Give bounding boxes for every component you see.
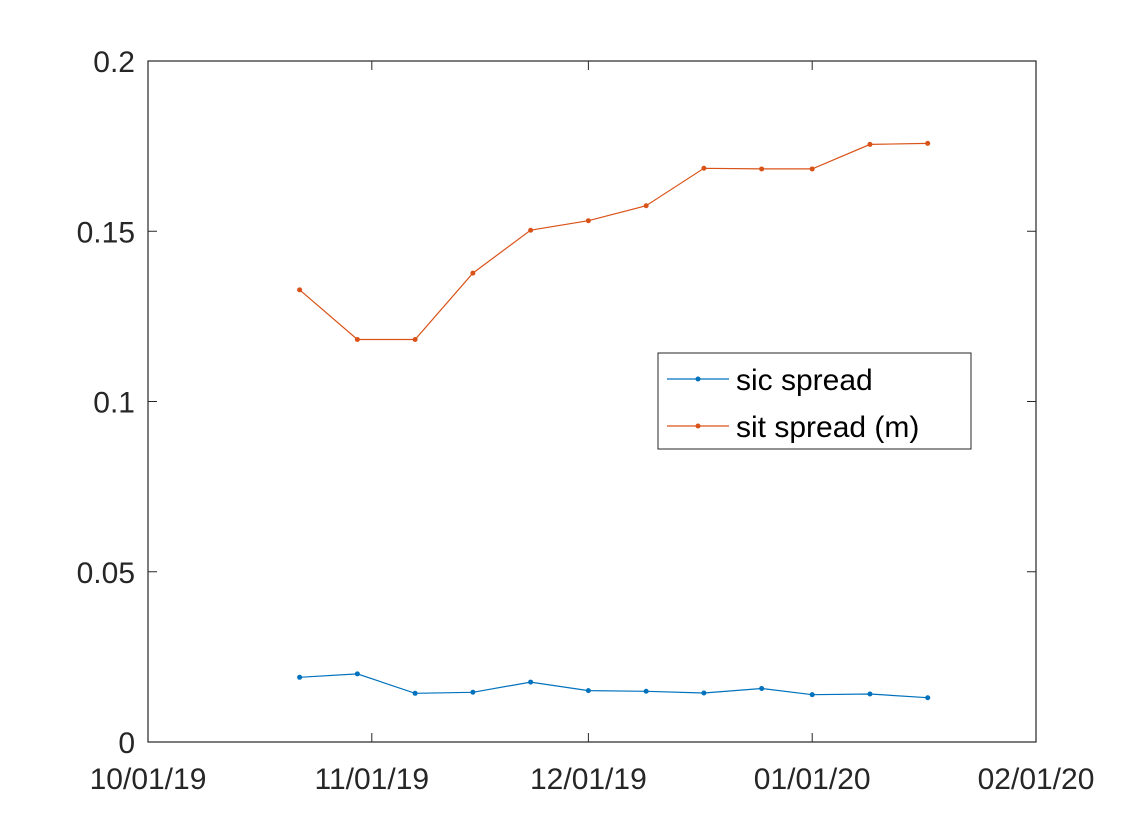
- data-point: [354, 337, 360, 343]
- data-point: [867, 691, 873, 697]
- y-axis: 0 0.05 0.1 0.15 0.2: [77, 46, 1036, 760]
- x-tick-label: 01/01/20: [754, 763, 871, 796]
- data-point: [759, 166, 765, 172]
- data-point: [585, 688, 591, 694]
- data-point: [354, 671, 360, 677]
- data-point: [701, 165, 707, 171]
- data-point: [809, 166, 815, 172]
- legend-label-sic: sic spread: [736, 364, 873, 397]
- data-point: [297, 674, 303, 680]
- data-point: [925, 140, 931, 146]
- x-tick-label: 10/01/19: [90, 763, 207, 796]
- data-point: [412, 690, 418, 696]
- data-point: [759, 686, 765, 692]
- legend-marker-sit: [695, 423, 701, 429]
- y-tick-label: 0.05: [77, 557, 135, 590]
- data-point: [585, 218, 591, 224]
- data-point: [867, 141, 873, 147]
- series-layer: [297, 140, 931, 701]
- legend: sic spread sit spread (m): [657, 352, 972, 450]
- data-point: [470, 270, 476, 276]
- x-tick-label: 11/01/19: [315, 763, 430, 796]
- x-tick-label: 12/01/19: [530, 763, 647, 796]
- data-point: [643, 688, 649, 694]
- data-point: [528, 679, 534, 685]
- data-point: [297, 287, 303, 293]
- x-axis: 10/01/19 11/01/19 12/01/19 01/01/20 02/01/20: [90, 61, 1095, 796]
- y-tick-label: 0.2: [93, 46, 135, 79]
- y-tick-label: 0.15: [77, 216, 135, 249]
- data-point: [412, 337, 418, 343]
- data-point: [925, 695, 931, 701]
- series-line-1: [299, 142, 928, 341]
- data-point: [809, 692, 815, 698]
- y-tick-label: 0: [118, 727, 135, 760]
- data-point: [701, 690, 707, 696]
- data-point: [528, 227, 534, 233]
- legend-marker-sic: [695, 376, 701, 382]
- legend-label-sit: sit spread (m): [736, 411, 919, 444]
- data-point: [643, 203, 649, 209]
- series-line-0: [299, 673, 928, 699]
- y-tick-label: 0.1: [93, 387, 135, 420]
- data-point: [470, 689, 476, 695]
- x-tick-label: 02/01/20: [978, 763, 1095, 796]
- legend-box: [657, 352, 972, 450]
